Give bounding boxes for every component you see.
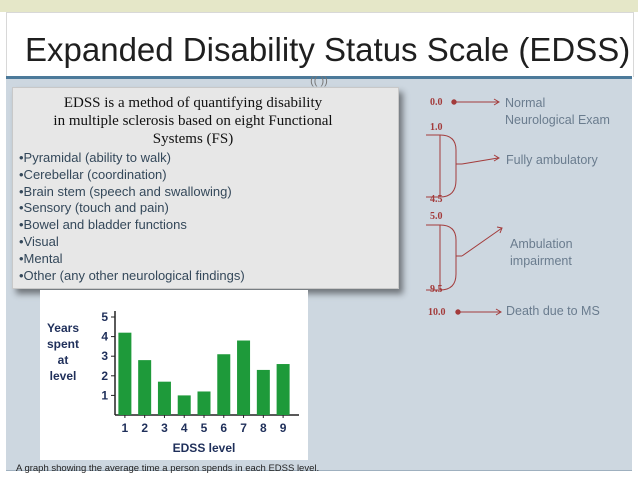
normal-line2: Neurological Exam: [505, 113, 610, 127]
title-area: Expanded Disability Status Scale (EDSS): [6, 12, 634, 77]
scale-lines: [426, 98, 503, 316]
x-tick-label: 7: [240, 421, 247, 435]
edss-scale: 0.0 1.0 4.5 5.0 9.5 10.0 Normal Neurolog…: [398, 88, 638, 328]
bar: [217, 354, 231, 415]
y-axis-label: spent: [47, 337, 79, 351]
death-arrow-head: [495, 308, 502, 316]
list-item: •Bowel and bladder functions: [19, 217, 187, 233]
ambulatory-description: Fully ambulatory: [506, 153, 598, 167]
y-tick-label: 3: [101, 349, 108, 363]
chart-caption: A graph showing the average time a perso…: [16, 463, 320, 474]
x-tick-label: 4: [181, 421, 188, 435]
y-axis-label: level: [50, 369, 77, 383]
list-item: •Brain stem (speech and swallowing): [19, 183, 232, 199]
bar: [197, 391, 211, 415]
top-accent-bar: [0, 0, 638, 12]
list-item: •Visual: [19, 233, 59, 249]
x-tick-label: 3: [161, 421, 168, 435]
list-item: •Other (any other neurological findings): [19, 267, 245, 283]
y-tick-label: 1: [101, 388, 108, 402]
x-tick-label: 1: [122, 421, 129, 435]
impairment-line2: impairment: [510, 254, 572, 268]
scale-label: 1.0: [430, 122, 443, 133]
bar: [118, 332, 132, 415]
edss-chart: Years spent at level 1 2 3 4 5 1 2 3 4 5 6 7 8 9 EDSS leve…: [40, 290, 308, 460]
normal-dot: [451, 99, 457, 105]
ambulatory-arrow-line: [461, 157, 499, 165]
callout-heading-line1: EDSS is a method of quantifying disabili…: [63, 95, 323, 111]
y-axis-label: Years: [47, 321, 79, 335]
x-tick-label: 2: [141, 421, 148, 435]
y-tick-label: 5: [101, 310, 108, 324]
list-item: •Pyramidal (ability to walk): [19, 150, 171, 165]
list-item: •Cerebellar (coordination): [19, 166, 167, 182]
scale-label: 5.0: [430, 211, 443, 222]
impairment-brace: [439, 224, 462, 291]
bar: [276, 364, 290, 415]
callout-heading-line2: in multiple sclerosis based on eight Fun…: [53, 113, 333, 129]
slide-title: Expanded Disability Status Scale (EDSS): [25, 31, 631, 68]
scale-label: 10.0: [428, 307, 446, 318]
scale-label: 0.0: [430, 97, 443, 108]
tab-symbol: (( )): [310, 75, 328, 87]
ambulatory-arrow-head: [493, 154, 500, 162]
list-item: •Sensory (touch and pain): [19, 200, 169, 216]
normal-arrow-head: [493, 98, 500, 106]
x-tick-label: 6: [220, 421, 227, 435]
scale-label: 4.5: [430, 194, 443, 205]
list-item: •Mental: [19, 250, 63, 266]
callout-heading: EDSS is a method of quantifying disabili…: [13, 94, 373, 148]
bar: [237, 340, 251, 415]
bar: [256, 369, 270, 415]
y-tick-label: 2: [101, 369, 108, 383]
callout-heading-line3: Systems (FS): [152, 131, 234, 147]
death-description: Death due to MS: [506, 304, 600, 318]
death-dot: [455, 309, 461, 315]
x-tick-label: 8: [260, 421, 267, 435]
title-divider: [6, 76, 632, 79]
ambulatory-brace: [439, 134, 462, 198]
x-tick-label: 9: [280, 421, 287, 435]
normal-description: Normal Neurological Exam: [505, 95, 610, 129]
bar: [177, 395, 191, 415]
impairment-arrow-head: [496, 226, 503, 234]
y-axis-label: at: [58, 353, 69, 367]
functional-systems-list: •Pyramidal (ability to walk) •Cerebellar…: [19, 150, 245, 284]
scale-label: 9.5: [430, 284, 443, 295]
impairment-line1: Ambulation: [510, 237, 573, 251]
bottom-divider: [6, 470, 632, 471]
edss-callout: EDSS is a method of quantifying disabili…: [12, 87, 399, 289]
bar: [138, 360, 152, 415]
x-tick-label: 5: [201, 421, 208, 435]
impairment-description: Ambulation impairment: [510, 236, 573, 270]
x-axis-label: EDSS level: [173, 441, 236, 455]
normal-line1: Normal: [505, 96, 546, 110]
impairment-arrow-line: [461, 227, 503, 257]
bar: [157, 381, 171, 415]
y-tick-label: 4: [101, 330, 108, 344]
